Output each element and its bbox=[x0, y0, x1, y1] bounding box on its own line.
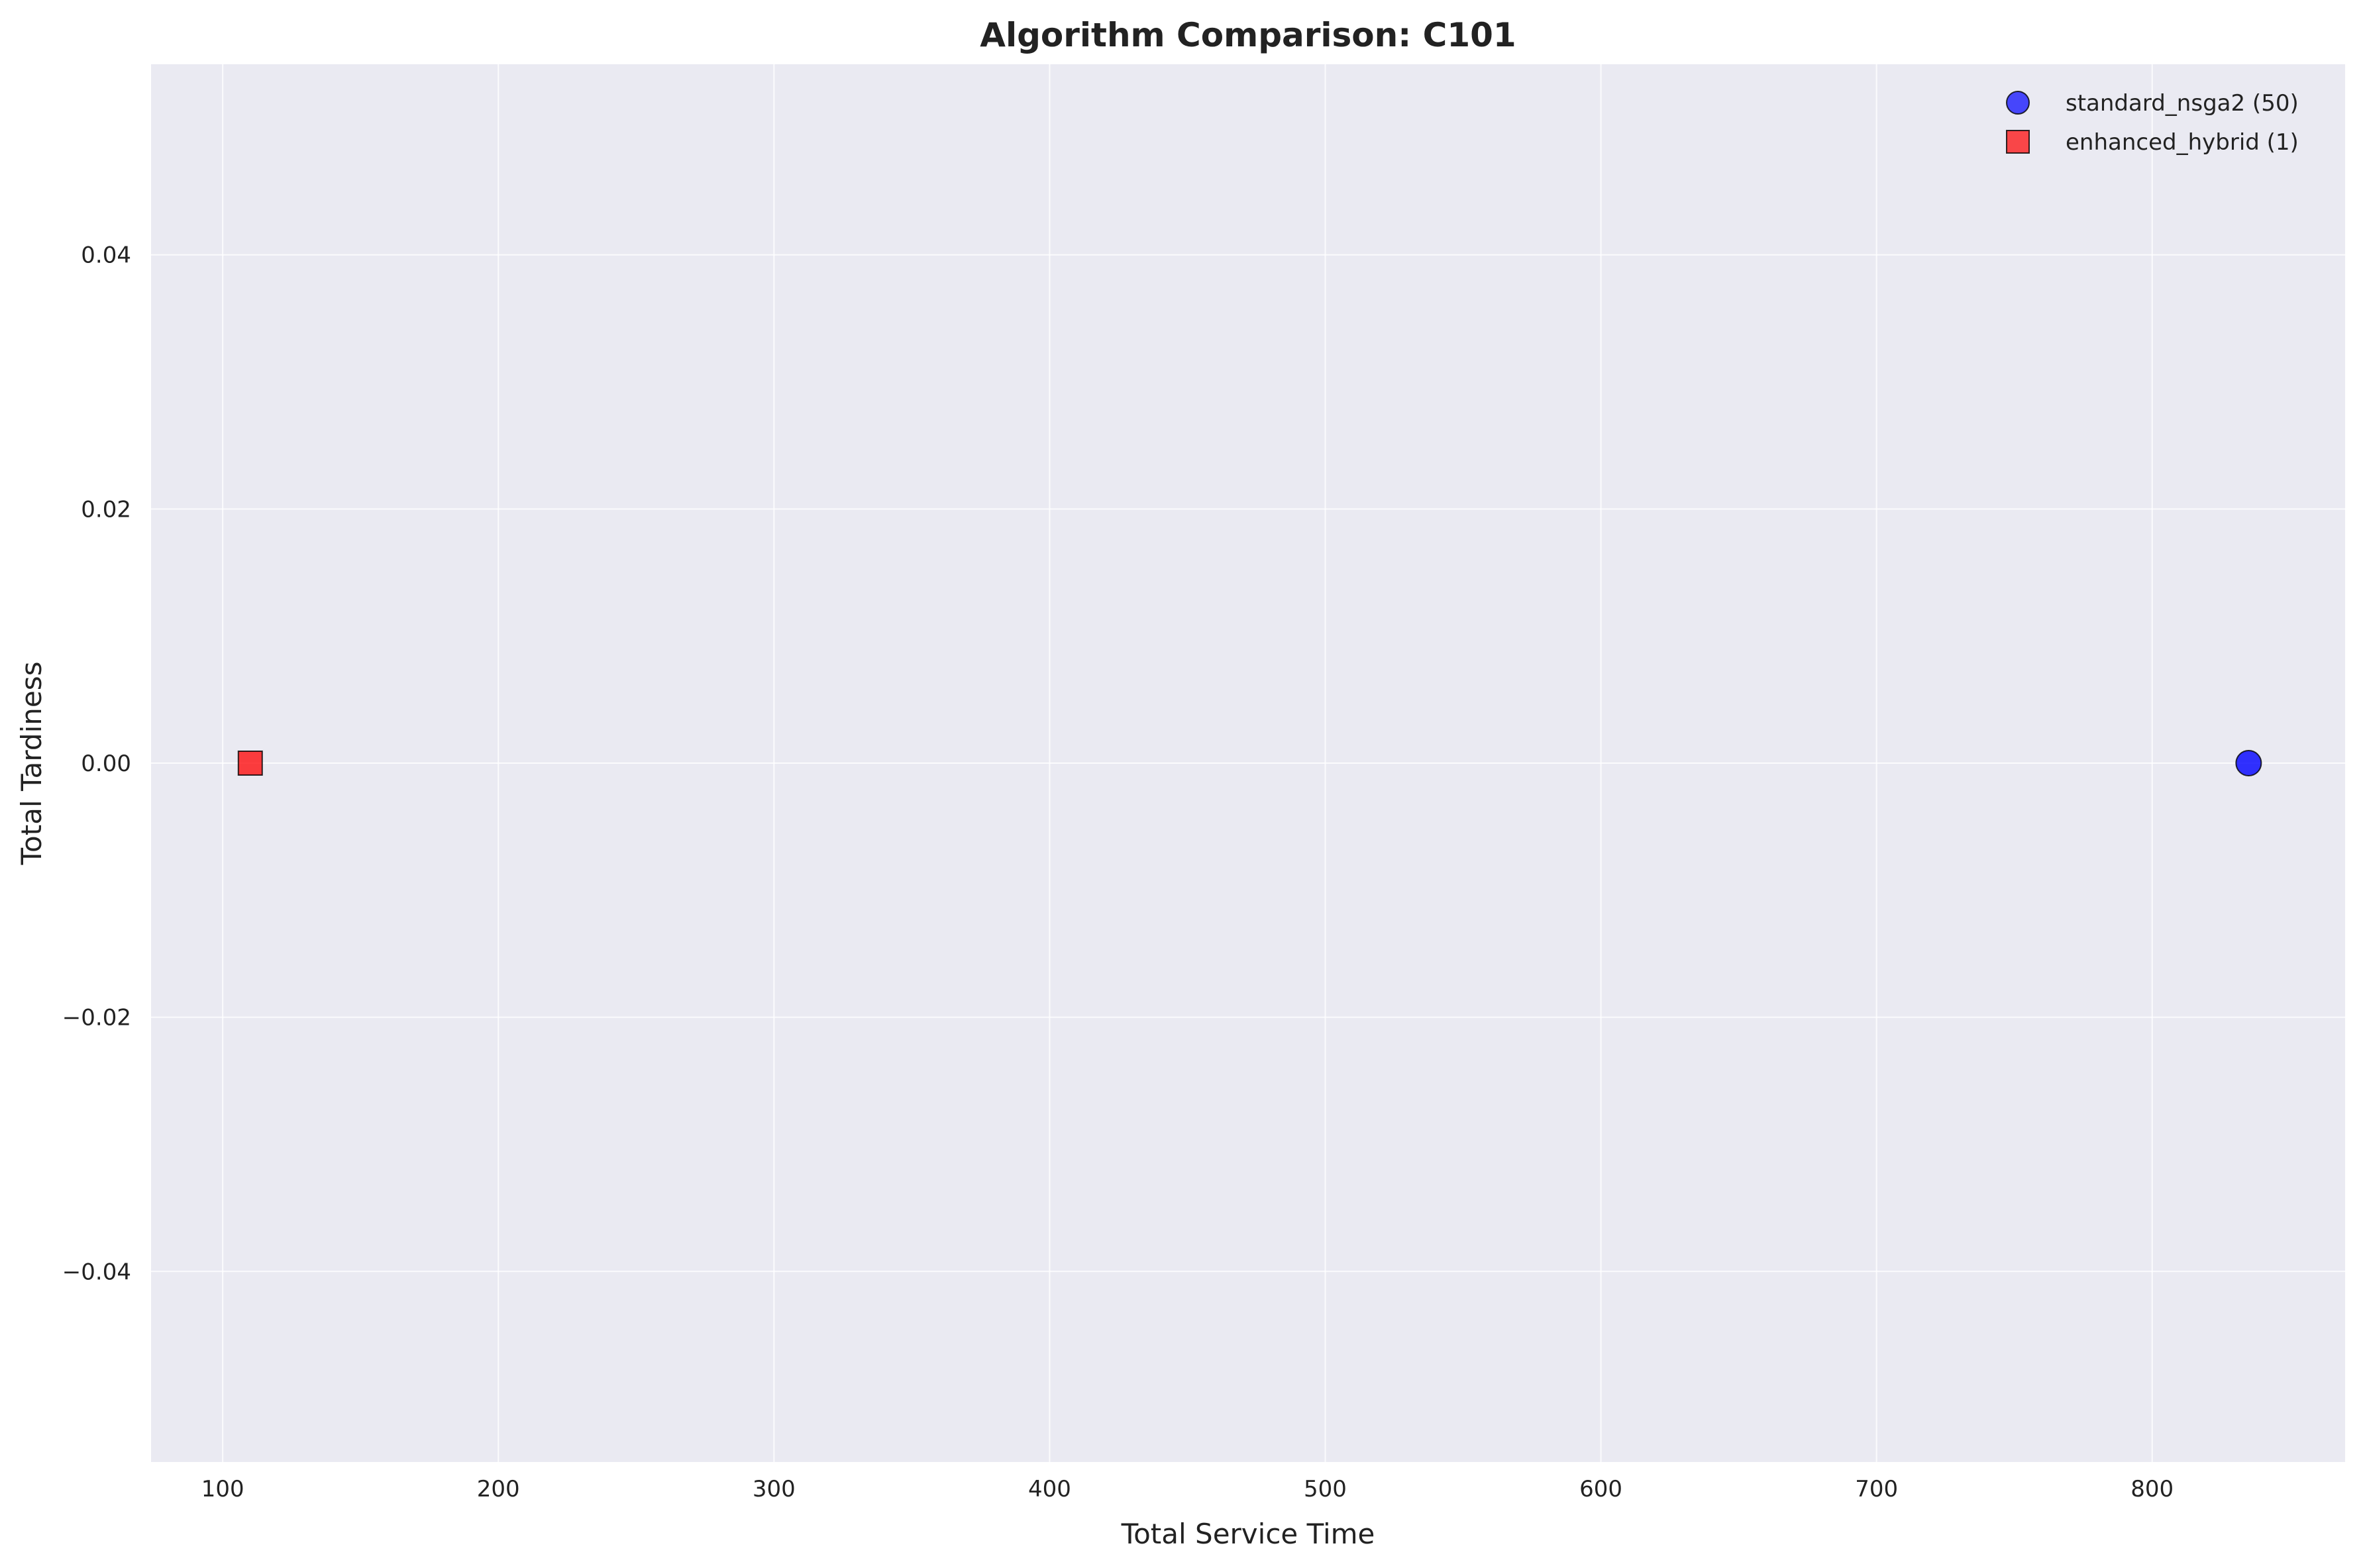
x-axis-label: Total Service Time bbox=[1121, 1518, 1375, 1550]
legend-marker-standard-nsga2 bbox=[2006, 91, 2030, 115]
x-tick-label: 500 bbox=[1304, 1476, 1347, 1502]
data-point-enhanced-hybrid bbox=[237, 751, 263, 776]
data-points bbox=[237, 750, 2262, 776]
grid-lines bbox=[151, 64, 2345, 1462]
x-tick-label: 700 bbox=[1855, 1476, 1898, 1502]
y-tick-label: −0.04 bbox=[62, 1259, 131, 1285]
x-tick-label: 100 bbox=[201, 1476, 244, 1502]
data-point-standard-nsga2 bbox=[2235, 750, 2262, 776]
x-tick-labels: 100 200 300 400 500 600 700 800 bbox=[201, 1476, 2174, 1502]
legend: standard_nsga2 (50) enhanced_hybrid (1) bbox=[2006, 90, 2299, 156]
legend-label-enhanced-hybrid: enhanced_hybrid (1) bbox=[2066, 129, 2299, 156]
legend-label-standard-nsga2: standard_nsga2 (50) bbox=[2066, 90, 2299, 117]
y-tick-label: 0.02 bbox=[81, 496, 131, 523]
y-tick-label: 0.04 bbox=[81, 242, 131, 269]
y-tick-labels: 0.04 0.02 0.00 −0.02 −0.04 bbox=[62, 242, 131, 1286]
y-axis-label: Total Tardiness bbox=[15, 662, 48, 866]
x-tick-label: 300 bbox=[753, 1476, 796, 1502]
x-tick-label: 200 bbox=[477, 1476, 520, 1502]
x-tick-label: 800 bbox=[2130, 1476, 2174, 1502]
chart-title: Algorithm Comparison: C101 bbox=[980, 16, 1516, 54]
x-tick-label: 600 bbox=[1579, 1476, 1622, 1502]
y-tick-label: −0.02 bbox=[62, 1005, 131, 1031]
x-tick-label: 400 bbox=[1028, 1476, 1071, 1502]
y-tick-label: 0.00 bbox=[81, 751, 131, 777]
legend-marker-enhanced-hybrid bbox=[2006, 130, 2030, 154]
